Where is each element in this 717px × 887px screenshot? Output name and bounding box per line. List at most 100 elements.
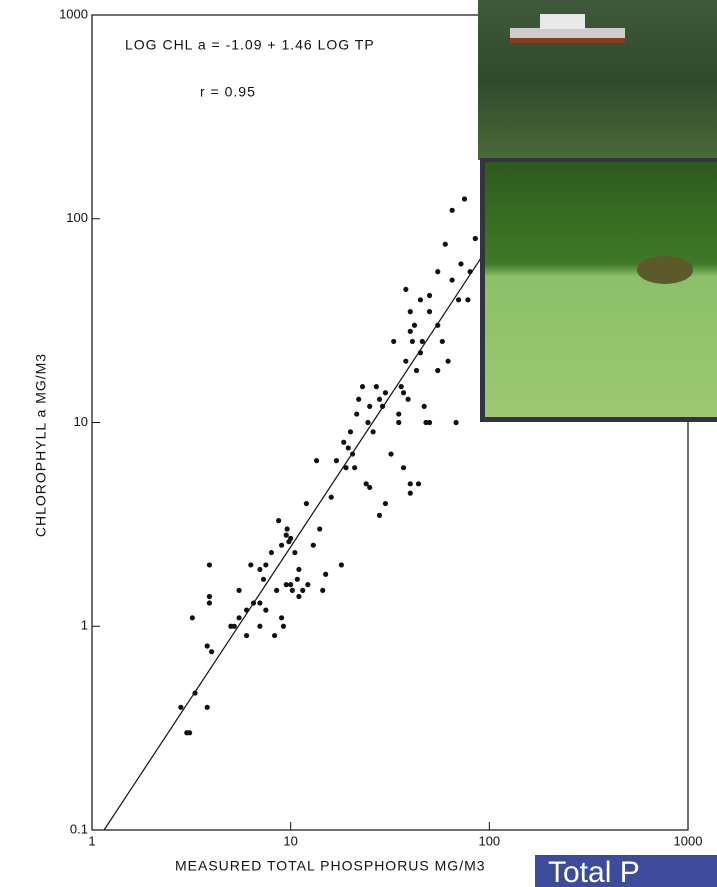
fit-line	[103, 245, 490, 831]
point	[417, 297, 424, 303]
correlation: r = 0.95	[200, 84, 256, 100]
x-tick-label: 1000	[674, 833, 703, 848]
point	[187, 730, 193, 736]
point	[398, 384, 404, 390]
point	[376, 512, 383, 518]
point	[411, 322, 418, 328]
point	[243, 632, 250, 639]
point	[458, 261, 464, 267]
point	[405, 396, 411, 402]
point	[278, 542, 285, 548]
point	[236, 615, 242, 621]
point	[268, 549, 275, 556]
point	[391, 338, 397, 345]
point	[417, 350, 424, 356]
point	[257, 566, 263, 573]
point	[343, 465, 349, 471]
point	[472, 235, 478, 242]
point	[388, 451, 394, 457]
point	[178, 704, 184, 710]
point	[426, 419, 433, 426]
point	[345, 445, 351, 451]
point	[310, 542, 316, 548]
point	[365, 419, 371, 426]
point	[363, 481, 369, 487]
point	[204, 643, 210, 649]
point	[400, 465, 407, 471]
point	[413, 367, 420, 374]
point	[379, 403, 386, 409]
point	[396, 411, 402, 417]
point	[294, 576, 300, 582]
point	[284, 526, 290, 532]
photo-algae	[480, 158, 717, 422]
point	[356, 396, 362, 402]
point	[303, 500, 309, 507]
point	[263, 607, 269, 613]
point	[206, 593, 213, 600]
point	[461, 196, 468, 202]
point	[409, 338, 416, 345]
x-axis-label: MEASURED TOTAL PHOSPHORUS MG/M3	[175, 858, 486, 874]
point	[283, 582, 289, 588]
point	[231, 623, 237, 629]
point	[403, 286, 409, 293]
point	[359, 384, 366, 390]
y-tick-label: 100	[66, 210, 88, 225]
point	[449, 207, 455, 213]
caption-box: Total P	[535, 855, 717, 887]
point	[296, 593, 302, 600]
point	[320, 587, 326, 593]
point	[278, 615, 285, 621]
point	[467, 269, 473, 275]
point	[367, 484, 373, 491]
point	[354, 411, 360, 417]
point	[280, 623, 287, 629]
point	[453, 419, 459, 426]
point	[243, 607, 250, 613]
point	[445, 358, 451, 364]
point	[347, 429, 354, 435]
point	[313, 458, 320, 464]
point	[426, 309, 433, 315]
point	[373, 384, 379, 390]
point	[407, 309, 413, 315]
point	[396, 419, 402, 426]
y-tick-label: 0.1	[70, 821, 88, 836]
point	[257, 623, 263, 629]
point	[263, 562, 269, 568]
point	[376, 396, 383, 402]
photo-boat	[478, 0, 717, 160]
y-tick-label: 1	[81, 618, 88, 633]
x-tick-label: 100	[478, 833, 500, 848]
point	[300, 587, 306, 593]
point	[289, 587, 295, 593]
point	[323, 571, 329, 577]
point	[442, 241, 448, 247]
point	[328, 494, 334, 500]
y-tick-label: 10	[74, 414, 88, 429]
point	[206, 562, 213, 568]
point	[276, 518, 282, 524]
point	[435, 322, 441, 328]
point	[192, 690, 198, 696]
point	[288, 582, 294, 588]
point	[407, 490, 413, 496]
point	[341, 439, 347, 445]
point	[206, 600, 213, 606]
point	[317, 526, 323, 532]
point	[382, 390, 389, 396]
point	[455, 297, 462, 303]
point	[435, 367, 441, 374]
point	[260, 576, 267, 582]
point	[274, 587, 280, 593]
x-tick-label: 1	[88, 833, 95, 848]
point	[370, 429, 376, 435]
point	[283, 532, 289, 538]
point	[421, 403, 427, 409]
point	[426, 292, 433, 299]
point	[209, 649, 215, 655]
point	[400, 390, 407, 396]
